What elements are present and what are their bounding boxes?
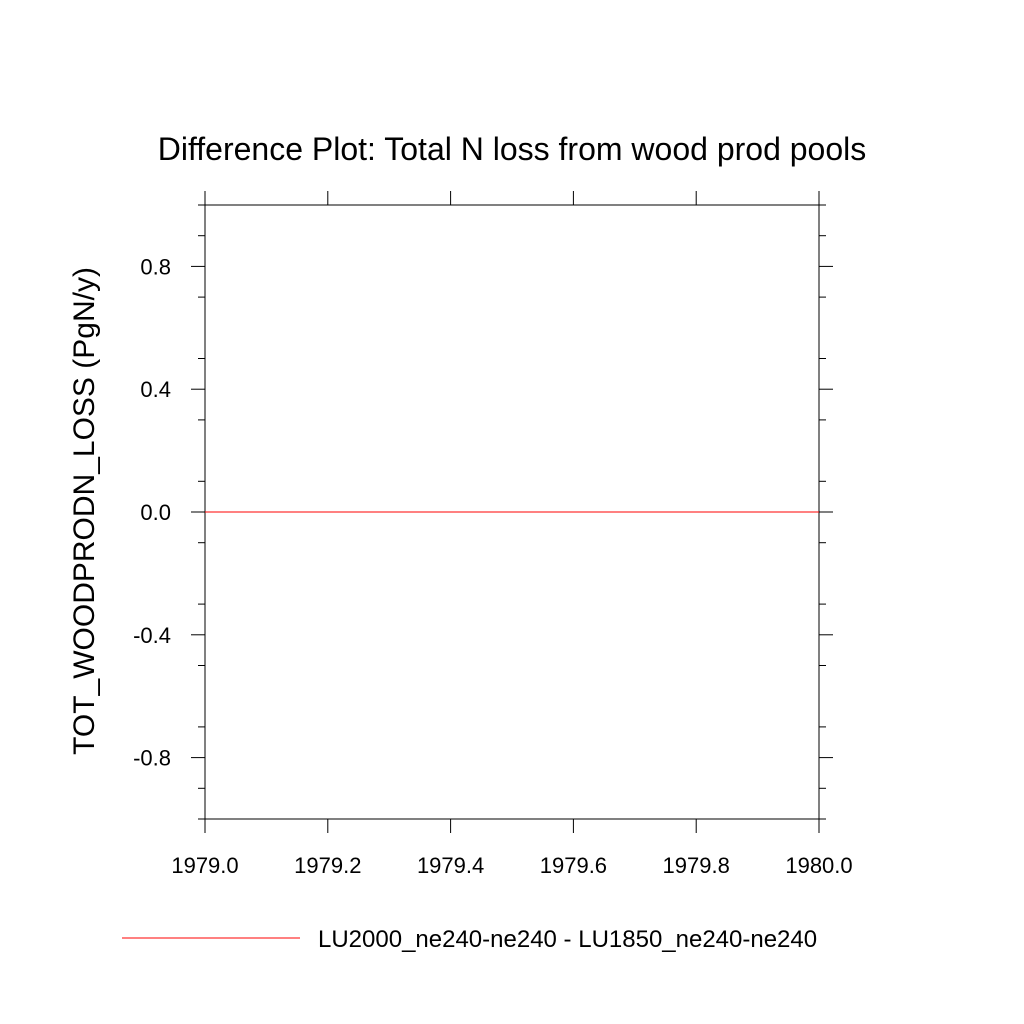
y-tick-label: 0.8: [140, 254, 171, 279]
x-tick-label: 1979.6: [540, 853, 607, 878]
y-tick-label: 0.4: [140, 377, 171, 402]
legend: LU2000_ne240-ne240 - LU1850_ne240-ne240: [122, 926, 817, 953]
x-tick-label: 1979.2: [294, 853, 361, 878]
x-tick-label: 1979.0: [171, 853, 238, 878]
x-tick-label: 1979.4: [417, 853, 484, 878]
y-tick-label: -0.8: [133, 746, 171, 771]
y-axis-label: TOT_WOODPRODN_LOSS (PgN/y): [68, 267, 101, 755]
x-axis: 1979.0 1979.2 1979.4 1979.6 1979.8 1980.0: [171, 191, 853, 878]
y-tick-label: -0.4: [133, 623, 171, 648]
x-tick-label: 1979.8: [663, 853, 730, 878]
legend-label: LU2000_ne240-ne240 - LU1850_ne240-ne240: [318, 926, 817, 953]
chart-title: Difference Plot: Total N loss from wood …: [158, 131, 867, 167]
y-tick-label: 0.0: [140, 500, 171, 525]
x-tick-label: 1980.0: [785, 853, 852, 878]
y-axis: 0.8 0.4 0.0 -0.4 -0.8: [133, 204, 833, 820]
